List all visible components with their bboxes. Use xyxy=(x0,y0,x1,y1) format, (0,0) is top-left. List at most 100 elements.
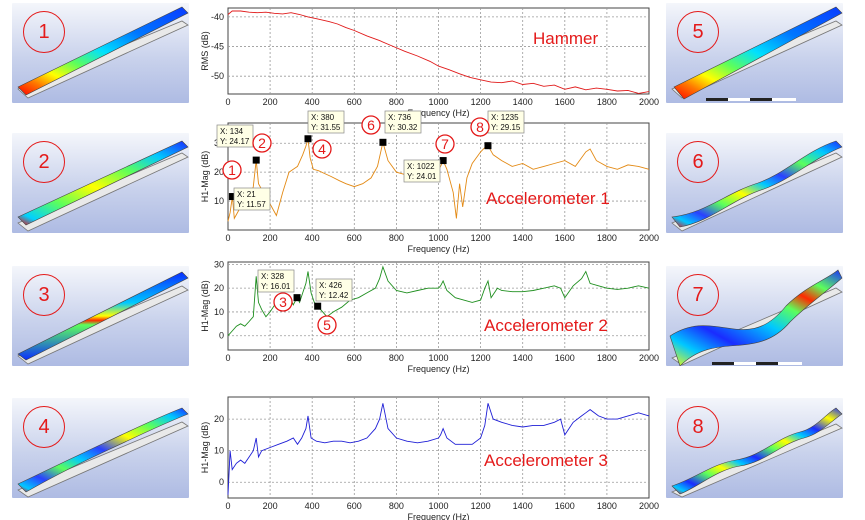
x-tick-label: 400 xyxy=(305,501,320,511)
x-tick-label: 1600 xyxy=(555,501,575,511)
datatip-y-value: Y: 30.32 xyxy=(388,123,418,132)
mode-callout-circle xyxy=(252,133,272,153)
mode-callout-number: 6 xyxy=(367,117,375,133)
chart-title: Hammer xyxy=(533,29,599,48)
x-tick-label: 200 xyxy=(263,353,278,363)
datatip-box xyxy=(315,278,353,302)
mode-thumbnail-8: 8 xyxy=(666,398,843,498)
x-tick-label: 1200 xyxy=(471,233,491,243)
x-tick-label: 800 xyxy=(389,353,404,363)
y-tick-label: 10 xyxy=(214,446,224,456)
y-tick-label: 20 xyxy=(214,167,224,177)
datatip-x-value: X: 426 xyxy=(319,281,343,290)
mode-shape-plate-5 xyxy=(671,6,843,101)
x-axis-label: Frequency (Hz) xyxy=(407,108,469,118)
mode-shape-plate-1 xyxy=(17,6,189,99)
datatip-x-value: X: 1235 xyxy=(491,113,519,122)
x-tick-label: 1400 xyxy=(513,501,533,511)
series-line xyxy=(227,265,650,336)
hammer-chart: 0 200 400 600 800 1000 1200 1400 1600 1800 2000 -40… xyxy=(200,7,659,118)
x-tick-label: 2000 xyxy=(639,353,659,363)
y-axis-label: RMS (dB) xyxy=(200,31,210,71)
x-tick-label: 0 xyxy=(225,353,230,363)
y-tick-label: 20 xyxy=(214,283,224,293)
x-tick-label: 2000 xyxy=(639,97,659,107)
mode-number-badge: 7 xyxy=(677,274,719,316)
datatip-marker xyxy=(484,142,492,150)
datatip-marker xyxy=(228,193,236,201)
x-tick-label: 1600 xyxy=(555,233,575,243)
x-tick-label: 1200 xyxy=(471,501,491,511)
y-tick-label: -40 xyxy=(211,12,224,22)
chart-title: Accelerometer 2 xyxy=(484,316,608,335)
x-tick-label: 1800 xyxy=(597,501,617,511)
datatip-box xyxy=(307,110,345,134)
datatip-y-value: Y: 29.15 xyxy=(491,123,521,132)
x-tick-label: 0 xyxy=(225,97,230,107)
mode-thumbnail-2: 2 xyxy=(12,133,189,233)
scale-bar xyxy=(712,362,802,365)
mode-shape-plate-8 xyxy=(671,407,843,498)
mode-callout-circle xyxy=(470,117,490,137)
mode-number-badge: 2 xyxy=(23,141,65,183)
mode-shape-plate-3 xyxy=(17,271,189,365)
y-axis-label: H1-Mag (dB) xyxy=(200,280,210,332)
mode-callout-number: 2 xyxy=(258,135,266,151)
x-tick-label: 800 xyxy=(389,233,404,243)
datatip-box xyxy=(216,124,254,148)
x-axis-label: Frequency (Hz) xyxy=(407,364,469,374)
mode-thumbnail-4: 4 xyxy=(12,398,189,498)
datatip-y-value: Y: 16.01 xyxy=(261,282,291,291)
mode-callout-number: 4 xyxy=(318,141,326,157)
datatip-x-value: X: 134 xyxy=(220,127,244,136)
mode-callout-circle xyxy=(273,292,293,312)
y-tick-label: 30 xyxy=(214,259,224,269)
datatip-marker xyxy=(293,294,301,302)
x-tick-label: 200 xyxy=(263,233,278,243)
y-axis-label: H1-Mag (dB) xyxy=(200,422,210,474)
mode-callout-circle xyxy=(435,134,455,154)
mode-number-badge: 5 xyxy=(677,11,719,53)
mode-number-badge: 8 xyxy=(677,406,719,448)
series-line xyxy=(227,10,650,94)
x-tick-label: 600 xyxy=(347,353,362,363)
y-tick-label: -50 xyxy=(211,71,224,81)
x-tick-label: 1000 xyxy=(428,233,448,243)
scale-bar xyxy=(706,98,796,101)
mode-thumbnail-3: 3 xyxy=(12,266,189,366)
mode-shape-plate-4 xyxy=(17,407,189,498)
accel2-chart: 0 200 400 600 800 1000 1200 1400 1600 1800 2000 0 10… xyxy=(200,259,659,374)
mode-thumbnail-1: 1 xyxy=(12,3,189,103)
mode-number-badge: 6 xyxy=(677,141,719,183)
x-tick-label: 1600 xyxy=(555,97,575,107)
datatip-x-value: X: 328 xyxy=(261,272,285,281)
x-tick-label: 1800 xyxy=(597,233,617,243)
mode-callout-circle xyxy=(317,315,337,335)
datatip-x-value: X: 1022 xyxy=(407,162,435,171)
y-tick-label: 0 xyxy=(219,331,224,341)
x-tick-label: 600 xyxy=(347,97,362,107)
x-tick-label: 1800 xyxy=(597,353,617,363)
x-tick-label: 1000 xyxy=(428,353,448,363)
mode-number-badge: 4 xyxy=(23,406,65,448)
x-tick-label: 1400 xyxy=(513,97,533,107)
x-tick-label: 1800 xyxy=(597,97,617,107)
mode-callout-number: 1 xyxy=(228,162,236,178)
datatip-x-value: X: 736 xyxy=(388,113,412,122)
datatip-marker xyxy=(252,156,260,164)
datatip-box xyxy=(384,110,422,134)
plot-frame xyxy=(227,7,650,95)
x-tick-label: 1400 xyxy=(513,233,533,243)
datatip-y-value: Y: 24.01 xyxy=(407,172,437,181)
mode-shape-plate-2 xyxy=(17,140,189,232)
datatip-box xyxy=(233,187,271,211)
mode-callout-circle xyxy=(312,139,332,159)
x-axis-label: Frequency (Hz) xyxy=(407,244,469,254)
x-axis-label: Frequency (Hz) xyxy=(407,512,469,520)
mode-shape-plate-6 xyxy=(671,140,843,232)
mode-callout-number: 8 xyxy=(476,119,484,135)
mode-number-badge: 3 xyxy=(23,274,65,316)
accel3-chart: 0 200 400 600 800 1000 1200 1400 1600 1800 2000 0 10… xyxy=(200,396,659,520)
mode-shape-plate-7 xyxy=(669,269,843,366)
